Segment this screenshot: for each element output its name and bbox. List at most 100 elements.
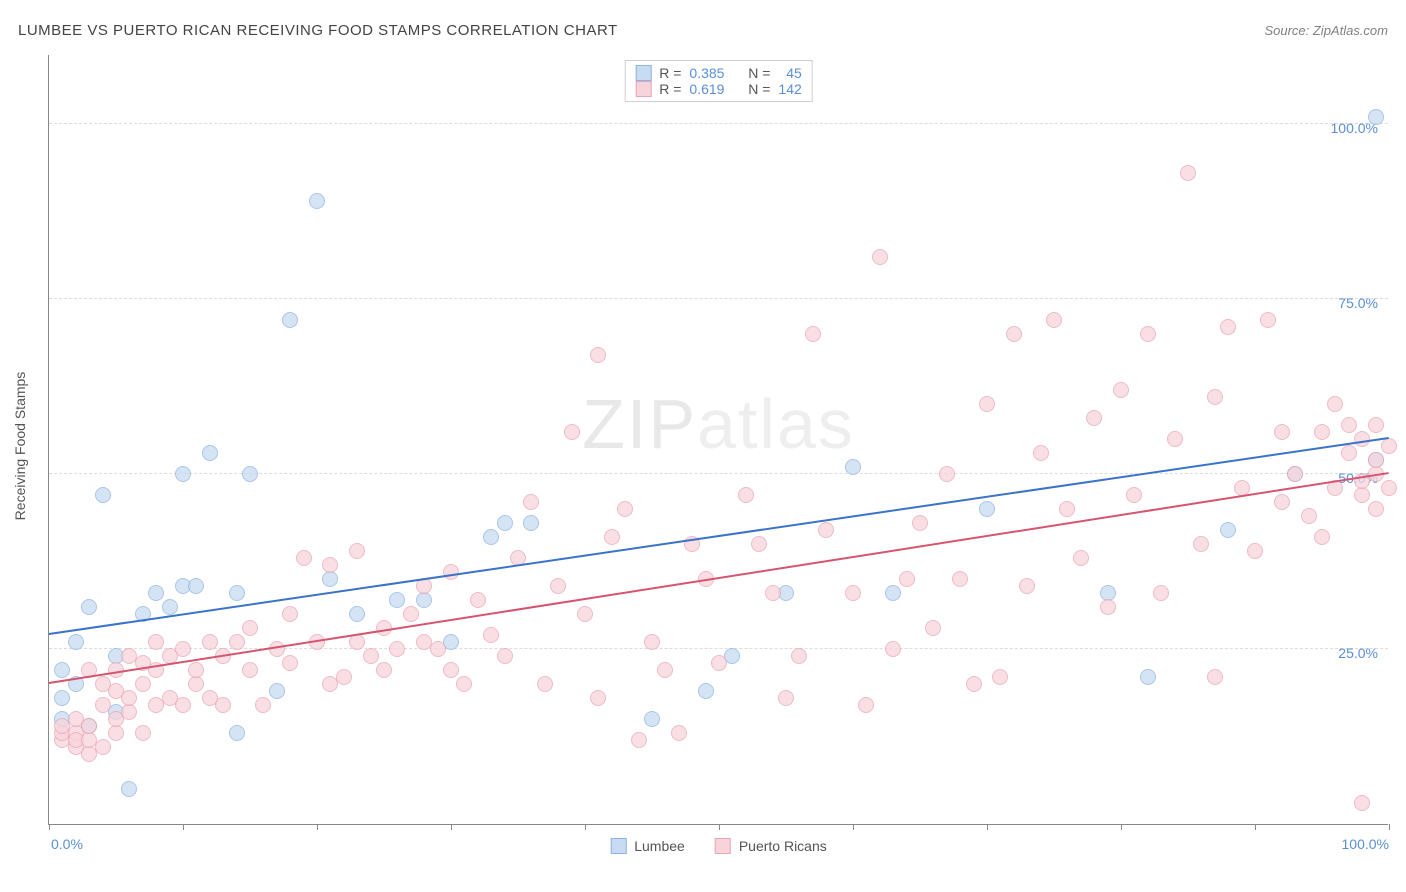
data-point (765, 585, 781, 601)
data-point (215, 697, 231, 713)
data-point (269, 683, 285, 699)
data-point (1207, 389, 1223, 405)
x-tick (451, 824, 452, 830)
data-point (389, 641, 405, 657)
data-point (738, 487, 754, 503)
data-point (1274, 494, 1290, 510)
data-point (1260, 312, 1276, 328)
data-point (242, 662, 258, 678)
source-credit: Source: ZipAtlas.com (1264, 23, 1388, 38)
data-point (242, 466, 258, 482)
swatch-lumbee (635, 65, 651, 81)
watermark-bold: ZIP (582, 385, 697, 463)
legend-row-lumbee: R = 0.385 N = 45 (635, 65, 802, 81)
data-point (363, 648, 379, 664)
data-point (805, 326, 821, 342)
data-point (349, 606, 365, 622)
data-point (403, 606, 419, 622)
data-point (443, 662, 459, 678)
data-point (175, 466, 191, 482)
data-point (443, 564, 459, 580)
data-point (1314, 529, 1330, 545)
swatch-lumbee-icon (610, 838, 626, 854)
data-point (349, 543, 365, 559)
data-point (1220, 522, 1236, 538)
data-point (1006, 326, 1022, 342)
data-point (617, 501, 633, 517)
data-point (1368, 501, 1384, 517)
x-tick (585, 824, 586, 830)
n-label: N = (748, 65, 770, 81)
gridline (49, 648, 1388, 649)
data-point (1167, 431, 1183, 447)
data-point (564, 424, 580, 440)
data-point (966, 676, 982, 692)
data-point (389, 592, 405, 608)
x-tick (987, 824, 988, 830)
data-point (523, 515, 539, 531)
data-point (175, 641, 191, 657)
data-point (162, 599, 178, 615)
data-point (992, 669, 1008, 685)
x-tick (1121, 824, 1122, 830)
trend-line (49, 472, 1389, 684)
data-point (550, 578, 566, 594)
data-point (497, 648, 513, 664)
data-point (296, 550, 312, 566)
x-tick (49, 824, 50, 830)
chart-header: LUMBEE VS PUERTO RICAN RECEIVING FOOD ST… (18, 22, 1388, 39)
data-point (845, 459, 861, 475)
swatch-pr (635, 81, 651, 97)
data-point (899, 571, 915, 587)
r-label: R = (659, 81, 681, 97)
data-point (1140, 669, 1156, 685)
data-point (1113, 382, 1129, 398)
chart-title: LUMBEE VS PUERTO RICAN RECEIVING FOOD ST… (18, 22, 618, 39)
data-point (322, 557, 338, 573)
data-point (1301, 508, 1317, 524)
data-point (121, 690, 137, 706)
data-point (135, 725, 151, 741)
data-point (416, 592, 432, 608)
data-point (1327, 396, 1343, 412)
data-point (95, 739, 111, 755)
x-tick (719, 824, 720, 830)
data-point (1126, 487, 1142, 503)
data-point (282, 655, 298, 671)
data-point (939, 466, 955, 482)
data-point (1140, 326, 1156, 342)
data-point (95, 697, 111, 713)
data-point (1354, 795, 1370, 811)
swatch-pr-icon (715, 838, 731, 854)
data-point (1207, 669, 1223, 685)
data-point (791, 648, 807, 664)
data-point (751, 536, 767, 552)
data-point (925, 620, 941, 636)
legend-label-lumbee: Lumbee (634, 838, 685, 854)
data-point (1368, 109, 1384, 125)
data-point (483, 529, 499, 545)
data-point (108, 725, 124, 741)
series-legend: Lumbee Puerto Ricans (610, 838, 827, 854)
data-point (952, 571, 968, 587)
data-point (872, 249, 888, 265)
data-point (979, 396, 995, 412)
data-point (135, 676, 151, 692)
data-point (456, 676, 472, 692)
data-point (202, 445, 218, 461)
data-point (631, 732, 647, 748)
data-point (1100, 599, 1116, 615)
data-point (188, 662, 204, 678)
data-point (1193, 536, 1209, 552)
data-point (229, 634, 245, 650)
legend-item-lumbee: Lumbee (610, 838, 685, 854)
data-point (711, 655, 727, 671)
scatter-plot: ZIPatlas R = 0.385 N = 45 R = 0.619 N = … (48, 55, 1388, 825)
r-label: R = (659, 65, 681, 81)
data-point (604, 529, 620, 545)
data-point (671, 725, 687, 741)
r-value-lumbee: 0.385 (689, 65, 724, 81)
data-point (1019, 578, 1035, 594)
data-point (1247, 543, 1263, 559)
data-point (81, 599, 97, 615)
